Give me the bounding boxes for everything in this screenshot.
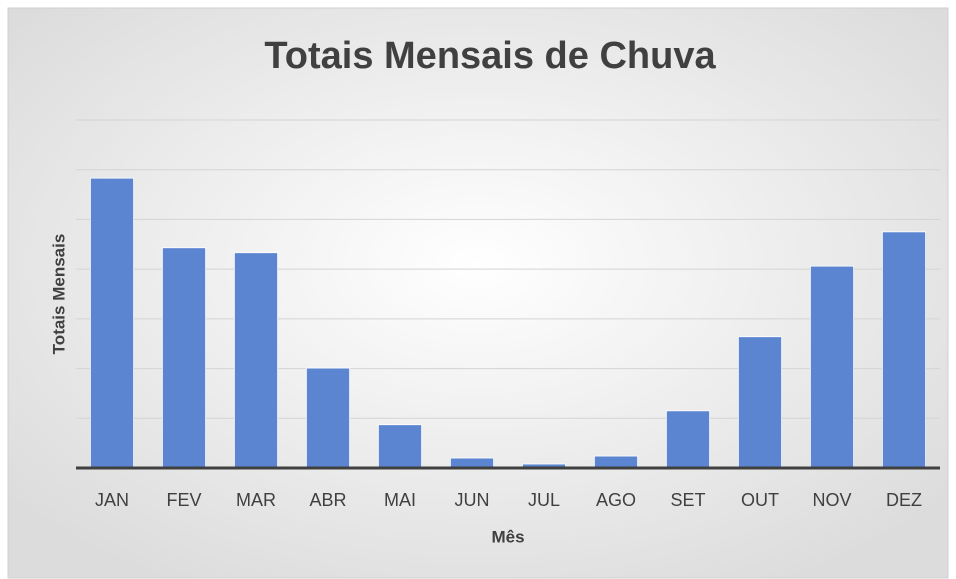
bar xyxy=(233,252,278,469)
bar xyxy=(377,424,422,469)
bar xyxy=(161,247,206,469)
bar xyxy=(738,336,783,469)
x-tick-label: JUN xyxy=(455,490,490,510)
x-tick-label: NOV xyxy=(812,490,851,510)
x-tick-label: JAN xyxy=(95,490,129,510)
x-tick-label: OUT xyxy=(741,490,779,510)
x-tick-label: SET xyxy=(670,490,705,510)
x-tick-label: JUL xyxy=(528,490,560,510)
x-tick-label: AGO xyxy=(596,490,636,510)
chart-title: Totais Mensais de Chuva xyxy=(264,35,716,77)
x-tick-label: FEV xyxy=(166,490,201,510)
bar xyxy=(882,231,927,469)
x-tick-label: ABR xyxy=(309,490,346,510)
x-tick-label: MAR xyxy=(236,490,276,510)
x-axis-label: Mês xyxy=(491,527,524,546)
bar xyxy=(810,265,855,469)
bar xyxy=(90,177,135,469)
x-tick-label: DEZ xyxy=(886,490,922,510)
bar xyxy=(594,455,639,469)
x-tick-label: MAI xyxy=(384,490,416,510)
y-axis-label: Totais Mensais xyxy=(49,234,68,355)
bar xyxy=(305,367,350,469)
bar xyxy=(666,410,711,469)
